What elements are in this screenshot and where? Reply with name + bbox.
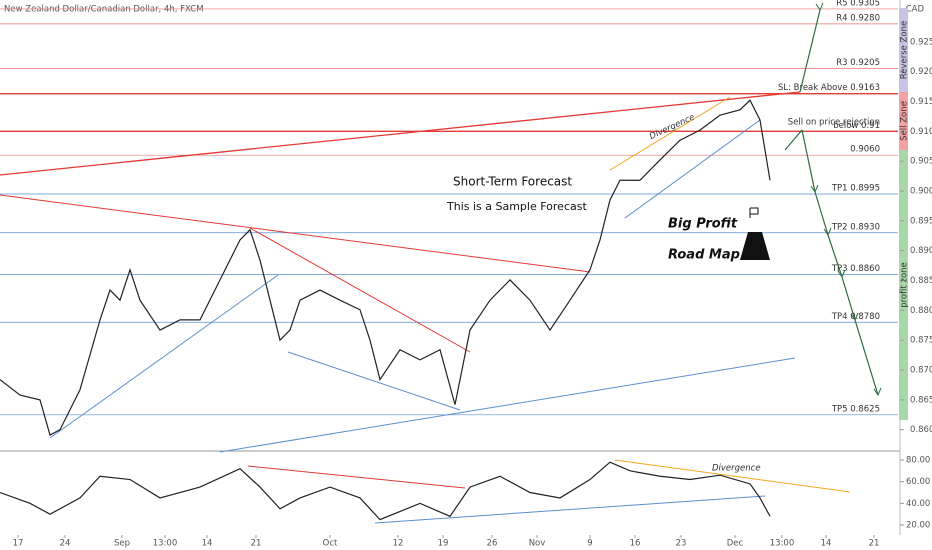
trend-line bbox=[614, 459, 851, 493]
arrow-head bbox=[873, 387, 882, 397]
zone-label: Sell Zone bbox=[900, 101, 910, 141]
y-tick-label: 60.00 bbox=[906, 477, 930, 487]
x-tick-label: 21 bbox=[251, 539, 262, 549]
x-tick-label: Sep bbox=[114, 539, 130, 549]
arrow bbox=[799, 9, 821, 93]
arrow bbox=[854, 319, 879, 396]
trend-line bbox=[249, 227, 471, 353]
x-tick-label: 13:00 bbox=[770, 539, 795, 549]
x-tick-label: 9 bbox=[587, 539, 592, 549]
x-tick-label: Dec bbox=[727, 539, 744, 549]
arrow bbox=[827, 234, 843, 278]
annotation: Big Profit bbox=[668, 217, 738, 232]
y-tick-label: 20.00 bbox=[906, 521, 930, 531]
x-tick-label: 17 bbox=[13, 539, 24, 549]
arrow bbox=[841, 276, 856, 321]
annotation: This is a Sample Forecast bbox=[446, 200, 587, 213]
trend-line bbox=[287, 351, 461, 411]
x-tick-label: Nov bbox=[529, 539, 546, 549]
y-tick-label: 0.87000 bbox=[910, 366, 932, 376]
trend-line bbox=[374, 495, 766, 524]
x-tick-label: 23 bbox=[676, 539, 687, 549]
price-line bbox=[0, 461, 771, 521]
x-tick-label: 12 bbox=[393, 539, 404, 549]
annotation: Short-Term Forecast bbox=[453, 175, 572, 189]
arrow bbox=[801, 129, 816, 193]
road-icon bbox=[740, 232, 770, 260]
level-label: below 0.91 bbox=[833, 121, 880, 131]
y-tick-label: 40.00 bbox=[906, 499, 930, 509]
flag-icon bbox=[749, 207, 759, 218]
annotation: Divergence bbox=[712, 464, 761, 474]
level-label: TP3 0.8860 bbox=[831, 264, 880, 274]
x-tick-label: 19 bbox=[438, 539, 449, 549]
trend-line bbox=[219, 357, 796, 453]
trend-line bbox=[247, 465, 466, 489]
x-tick-label: 14 bbox=[821, 539, 832, 549]
level-label: R3 0.9205 bbox=[836, 58, 880, 68]
x-tick-label: Oct bbox=[323, 539, 338, 549]
y-tick-label: 0.90500 bbox=[910, 157, 932, 167]
trend-line bbox=[0, 91, 801, 176]
arrow bbox=[814, 191, 829, 236]
y-tick-label: 0.87500 bbox=[910, 336, 932, 346]
arrow bbox=[784, 129, 803, 151]
y-tick-label: 0.88000 bbox=[910, 306, 932, 316]
level-label: 0.9060 bbox=[850, 145, 880, 155]
zone-label: Reverse Zone bbox=[900, 21, 910, 80]
reverse-zone bbox=[899, 8, 908, 92]
trend-line bbox=[0, 194, 591, 273]
y-tick-label: 0.89000 bbox=[910, 246, 932, 256]
x-tick-label: 21 bbox=[869, 539, 880, 549]
x-tick-label: 26 bbox=[487, 539, 498, 549]
y-tick-label: 0.89500 bbox=[910, 216, 932, 226]
x-tick-label: 13:00 bbox=[153, 539, 178, 549]
y-tick-label: 0.86500 bbox=[910, 395, 932, 405]
level-label: TP4 0.8780 bbox=[831, 312, 880, 322]
level-label: R5 0.9305 bbox=[836, 0, 880, 8]
y-tick-label: 0.86000 bbox=[910, 425, 932, 435]
y-tick-label: 0.92000 bbox=[910, 67, 932, 77]
currency: CAD bbox=[906, 5, 925, 15]
level-label: TP1 0.8995 bbox=[831, 183, 880, 193]
profit-zone bbox=[899, 150, 908, 420]
y-tick-label: 0.88500 bbox=[910, 276, 932, 286]
annotation: Road Map bbox=[668, 248, 740, 263]
trend-line bbox=[609, 96, 731, 171]
annotation: Sell on price rejection bbox=[788, 118, 880, 128]
arrow-head bbox=[810, 184, 819, 194]
y-tick-label: 0.90000 bbox=[910, 186, 932, 196]
chart-title: New Zealand Dollar/Canadian Dollar, 4h, … bbox=[4, 5, 204, 15]
price-line bbox=[0, 99, 771, 436]
x-tick-label: 14 bbox=[202, 539, 213, 549]
trend-line bbox=[49, 274, 279, 439]
y-tick-label: 0.91000 bbox=[910, 127, 932, 137]
zone-label: profit zone bbox=[900, 262, 910, 308]
sell-zone bbox=[899, 92, 908, 150]
level-label: TP2 0.8930 bbox=[831, 222, 880, 232]
x-tick-label: 24 bbox=[60, 539, 71, 549]
y-tick-label: 80.00 bbox=[906, 456, 930, 466]
trend-line bbox=[624, 119, 761, 219]
level-label: SL: Break Above 0.9163 bbox=[778, 83, 880, 93]
arrow-head bbox=[850, 312, 859, 322]
arrow-head bbox=[815, 2, 824, 12]
arrow-head bbox=[823, 227, 832, 237]
x-tick-label: 16 bbox=[630, 539, 641, 549]
y-tick-label: 0.92500 bbox=[910, 37, 932, 47]
level-label: R4 0.9280 bbox=[836, 13, 880, 23]
y-tick-label: 0.91500 bbox=[910, 97, 932, 107]
level-label: TP5 0.8625 bbox=[831, 404, 880, 414]
arrow-head bbox=[837, 269, 846, 279]
